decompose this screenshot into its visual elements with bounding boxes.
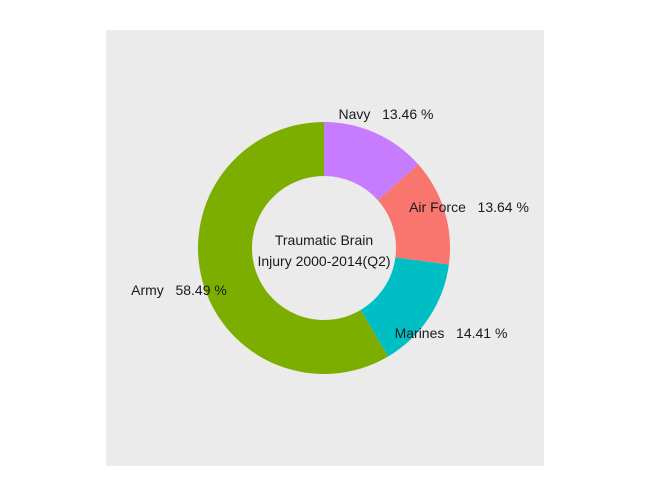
slice-air-force [377,164,451,265]
donut-slices [198,122,451,374]
label-marines: Marines 14.41 % [395,325,508,341]
label-army: Army 58.49 % [131,282,227,298]
panel-background [106,30,544,466]
center-label-line-2: Injury 2000-2014(Q2) [257,253,390,269]
label-air-force: Air Force 13.64 % [409,199,529,215]
center-label-line-1: Traumatic Brain [275,232,373,248]
label-navy: Navy 13.46 % [339,106,434,122]
slice-labels: Navy 13.46 % Air Force 13.64 % Marines 14.… [131,106,529,341]
slice-army [198,122,389,374]
slice-navy [324,122,419,201]
slice-marines [360,257,449,357]
